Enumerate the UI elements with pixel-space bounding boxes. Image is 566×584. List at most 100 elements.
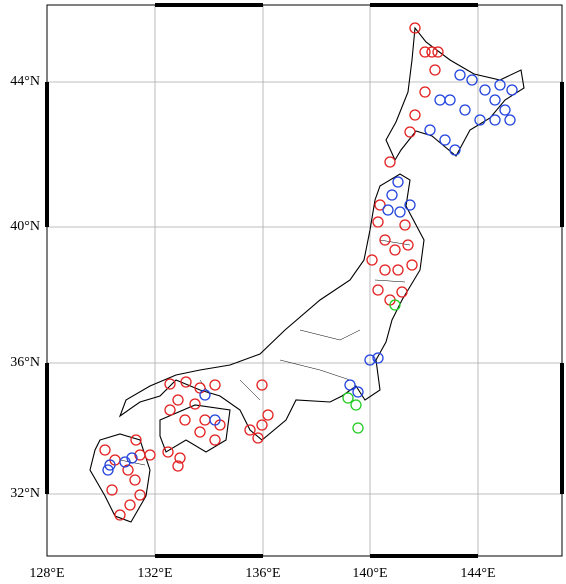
station xyxy=(209,414,221,426)
station xyxy=(419,86,431,98)
station xyxy=(189,398,201,410)
station xyxy=(474,114,486,126)
station xyxy=(494,79,506,91)
station xyxy=(394,206,406,218)
station xyxy=(504,114,516,126)
x-label: 128°E xyxy=(29,566,64,581)
station xyxy=(406,259,418,271)
station xyxy=(402,239,414,251)
station xyxy=(129,474,141,486)
station xyxy=(180,376,192,388)
station xyxy=(144,449,156,461)
x-label: 144°E xyxy=(460,566,495,581)
station xyxy=(392,176,404,188)
station xyxy=(454,69,466,81)
station xyxy=(374,199,386,211)
kyushu xyxy=(89,433,151,523)
station xyxy=(352,422,364,434)
station xyxy=(424,124,436,136)
station xyxy=(366,254,378,266)
station xyxy=(209,379,221,391)
station xyxy=(209,434,221,446)
station xyxy=(444,94,456,106)
station xyxy=(372,284,384,296)
station xyxy=(479,84,491,96)
station xyxy=(459,104,471,116)
station xyxy=(134,449,146,461)
station xyxy=(432,46,444,58)
station xyxy=(130,434,142,446)
station xyxy=(252,432,264,444)
stations xyxy=(99,22,518,521)
station xyxy=(372,352,384,364)
station xyxy=(379,264,391,276)
station xyxy=(172,394,184,406)
station xyxy=(164,404,176,416)
station xyxy=(384,156,396,168)
station xyxy=(364,354,376,366)
station xyxy=(499,104,511,116)
station xyxy=(174,452,186,464)
station xyxy=(179,414,191,426)
station xyxy=(199,389,211,401)
graticule xyxy=(46,5,562,556)
station xyxy=(389,244,401,256)
y-label: 44°N xyxy=(10,74,40,89)
station xyxy=(409,22,421,34)
station xyxy=(466,74,478,86)
station xyxy=(244,424,256,436)
station xyxy=(164,378,176,390)
station xyxy=(134,489,146,501)
x-label: 132°E xyxy=(137,566,172,581)
station xyxy=(396,286,408,298)
station xyxy=(489,94,501,106)
station xyxy=(172,460,184,472)
hokkaido xyxy=(385,26,525,162)
coastline xyxy=(89,26,525,523)
station xyxy=(262,409,274,421)
station xyxy=(124,499,136,511)
y-label: 36°N xyxy=(10,355,40,370)
shikoku xyxy=(159,404,231,453)
station xyxy=(389,299,401,311)
station xyxy=(434,94,446,106)
frame xyxy=(45,3,564,558)
station xyxy=(372,216,384,228)
station xyxy=(449,144,461,156)
station xyxy=(256,379,268,391)
y-label: 40°N xyxy=(10,219,40,234)
station xyxy=(419,46,431,58)
station xyxy=(426,46,438,58)
station xyxy=(126,452,138,464)
x-label: 140°E xyxy=(352,566,387,581)
station xyxy=(342,392,354,404)
station xyxy=(352,386,364,398)
axis-labels: 128°E 132°E 136°E 140°E 144°E 44°N 40°N 36°N 32°… xyxy=(10,74,495,581)
station xyxy=(382,204,394,216)
frame-border xyxy=(46,4,563,557)
station xyxy=(409,109,421,121)
station xyxy=(104,459,116,471)
station xyxy=(344,379,356,391)
station xyxy=(99,444,111,456)
station xyxy=(256,419,268,431)
station xyxy=(404,199,416,211)
station xyxy=(162,446,174,458)
station xyxy=(350,399,362,411)
station xyxy=(106,484,118,496)
station xyxy=(122,464,134,476)
station xyxy=(114,509,126,521)
x-label: 136°E xyxy=(245,566,280,581)
station xyxy=(379,234,391,246)
station xyxy=(439,134,451,146)
station xyxy=(194,426,206,438)
station xyxy=(489,114,501,126)
prefecture-borders xyxy=(119,239,411,466)
station xyxy=(404,126,416,138)
station xyxy=(386,189,398,201)
station xyxy=(429,64,441,76)
station xyxy=(102,464,114,476)
station xyxy=(506,84,518,96)
honshu xyxy=(118,173,425,441)
